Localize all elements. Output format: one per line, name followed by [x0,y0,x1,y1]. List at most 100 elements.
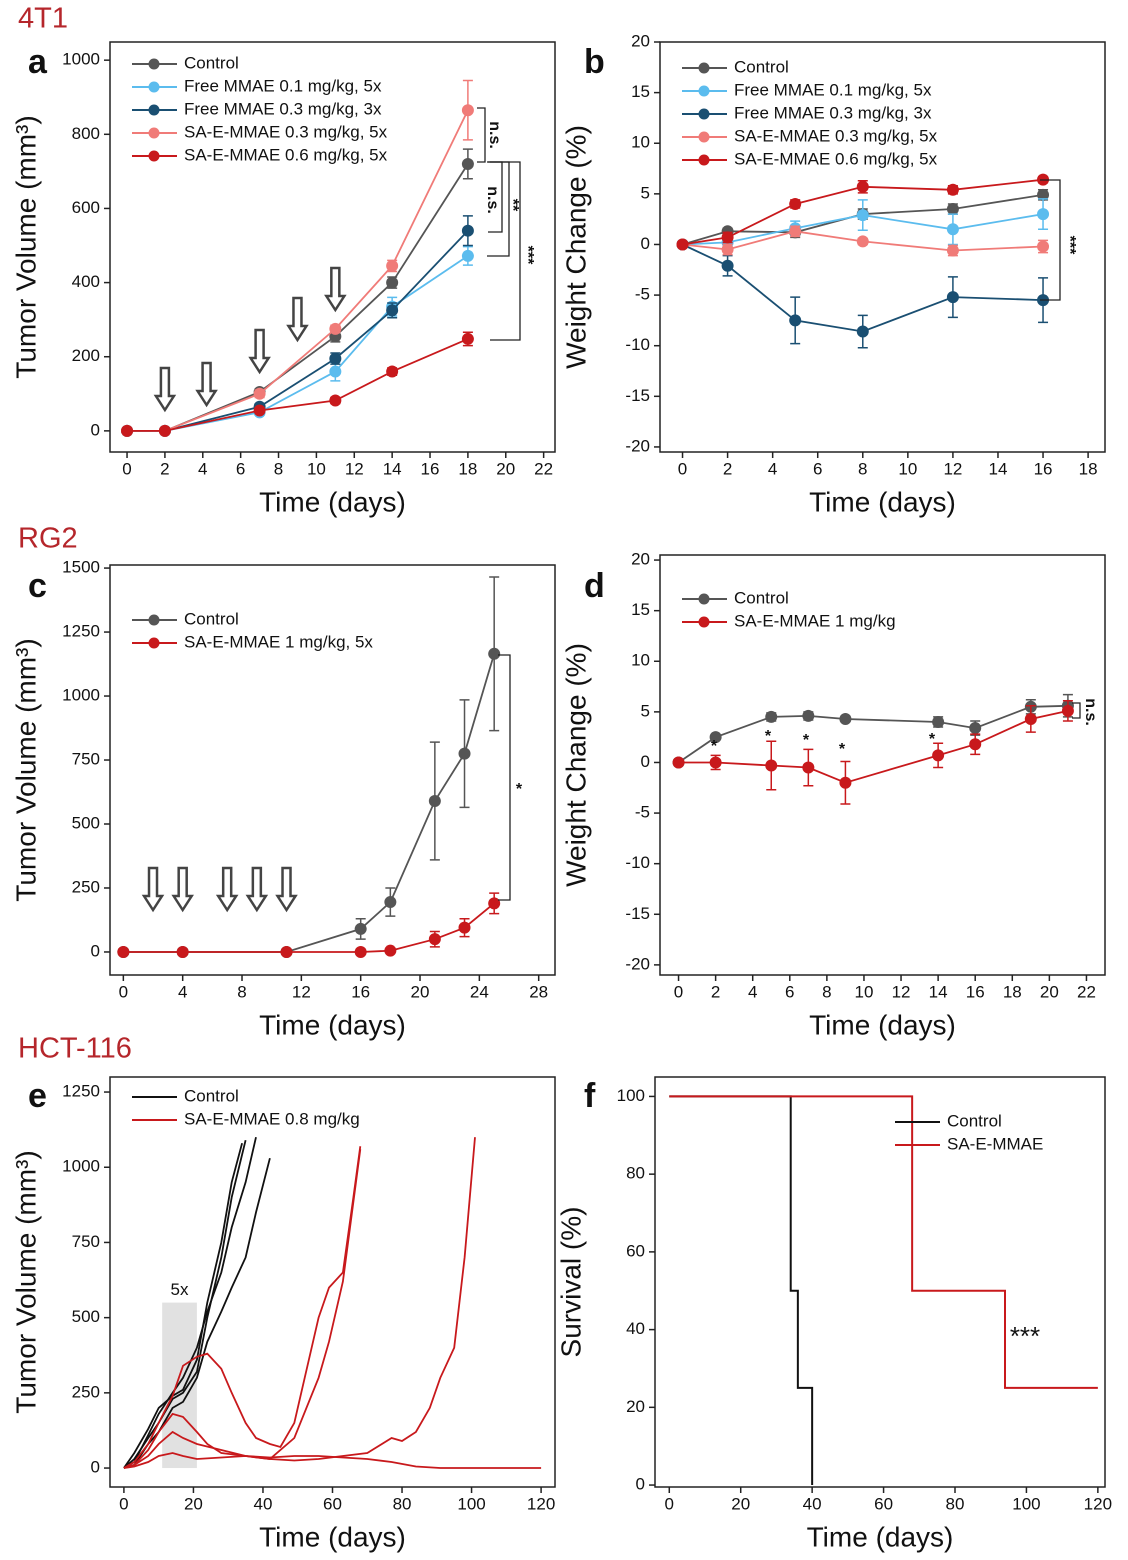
data-point [789,197,802,210]
data-point [354,922,367,935]
dose-window [162,1302,197,1469]
x-tick-label: 8 [274,459,283,478]
y-tick-label: 5 [641,183,650,202]
y-tick-label: 250 [72,877,100,896]
x-tick-label: 120 [527,1494,555,1513]
x-tick-label: 20 [731,1494,750,1513]
data-point [458,747,471,760]
x-tick-label: 18 [1003,982,1022,1001]
x-tick-label: 8 [858,459,867,478]
legend-marker [148,150,160,162]
dose-arrow [275,866,298,913]
x-tick-label: 0 [122,459,131,478]
legend-label: Control [734,588,789,607]
data-point [1061,704,1074,717]
y-axis-label: Weight Change (%) [560,125,591,369]
x-tick-label: 4 [198,459,207,478]
x-tick-label: 2 [160,459,169,478]
data-point [428,794,441,807]
y-tick-label: -10 [625,853,650,872]
data-point [176,945,189,958]
y-tick-label: 80 [626,1164,645,1183]
x-axis-label: Time (days) [809,486,956,517]
data-point [384,896,397,909]
x-tick-label: 100 [1012,1494,1040,1513]
data-point [856,235,869,248]
survival-line [669,1095,1098,1389]
data-point [329,352,342,365]
annotation: n.s. [1082,698,1099,726]
y-axis-label: Weight Change (%) [560,643,591,887]
x-tick-label: 20 [411,982,430,1001]
plot-frame [109,564,556,976]
x-tick-label: 8 [822,982,831,1001]
series-line [123,1146,362,1469]
x-tick-label: 22 [1077,982,1096,1001]
data-point [280,945,293,958]
panel-letter: b [584,43,605,81]
legend-marker [698,85,710,97]
annotation: ** [504,199,521,212]
legend-label: Control [734,57,789,76]
y-tick-label: 100 [617,1086,645,1105]
data-point [856,209,869,222]
data-point [672,756,685,769]
y-tick-label: 10 [631,133,650,152]
x-tick-label: 14 [989,459,1008,478]
y-tick-label: 200 [72,346,100,365]
x-tick-label: 20 [184,1494,203,1513]
y-tick-label: 60 [626,1241,645,1260]
x-tick-label: 12 [892,982,911,1001]
y-tick-label: -20 [625,436,650,455]
data-point [386,304,399,317]
annotation: *** [1061,236,1078,255]
x-tick-label: 6 [236,459,245,478]
legend-marker [148,127,160,139]
y-tick-label: 400 [72,272,100,291]
data-point [946,183,959,196]
legend-label: SA-E-MMAE 1 mg/kg, 5x [184,632,373,651]
x-axis-label: Time (days) [259,1521,406,1552]
data-point [802,761,815,774]
y-tick-label: 1000 [62,50,100,69]
annotation: * [711,738,718,755]
series-line [123,1137,476,1469]
y-tick-label: 20 [631,550,650,569]
data-point [329,394,342,407]
dose-arrow [171,866,194,913]
legend-label: Control [184,1086,239,1105]
data-point [1037,188,1050,201]
legend-marker [698,593,710,605]
data-point [839,776,852,789]
annotation: * [839,741,846,758]
annotation: * [929,731,936,748]
legend-label: SA-E-MMAE [947,1134,1043,1153]
data-point [354,945,367,958]
y-tick-label: -5 [635,803,650,822]
series-line [682,194,1044,246]
dose-arrow [141,866,165,913]
series-line [127,338,469,432]
y-tick-label: 0 [91,941,100,960]
y-tick-label: 5 [641,701,650,720]
legend-marker [148,58,160,70]
y-tick-label: 0 [641,752,650,771]
series-line [123,1142,243,1469]
legend-label: SA-E-MMAE 0.8 mg/kg [184,1109,360,1128]
y-axis-label: Tumor Volume (mm³) [10,1150,41,1413]
significance-bracket [498,654,511,901]
significance-bracket [490,161,521,341]
x-tick-label: 18 [458,459,477,478]
panel-letter: a [28,43,48,81]
x-tick-label: 80 [393,1494,412,1513]
data-point [461,224,474,237]
dose-arrow [153,366,177,413]
x-tick-label: 10 [898,459,917,478]
data-point [721,259,734,272]
data-point [856,180,869,193]
x-axis-label: Time (days) [809,1009,956,1040]
y-tick-label: -10 [625,335,650,354]
plot-frame [659,554,1106,976]
data-point [765,710,778,723]
series-line [682,178,1044,246]
